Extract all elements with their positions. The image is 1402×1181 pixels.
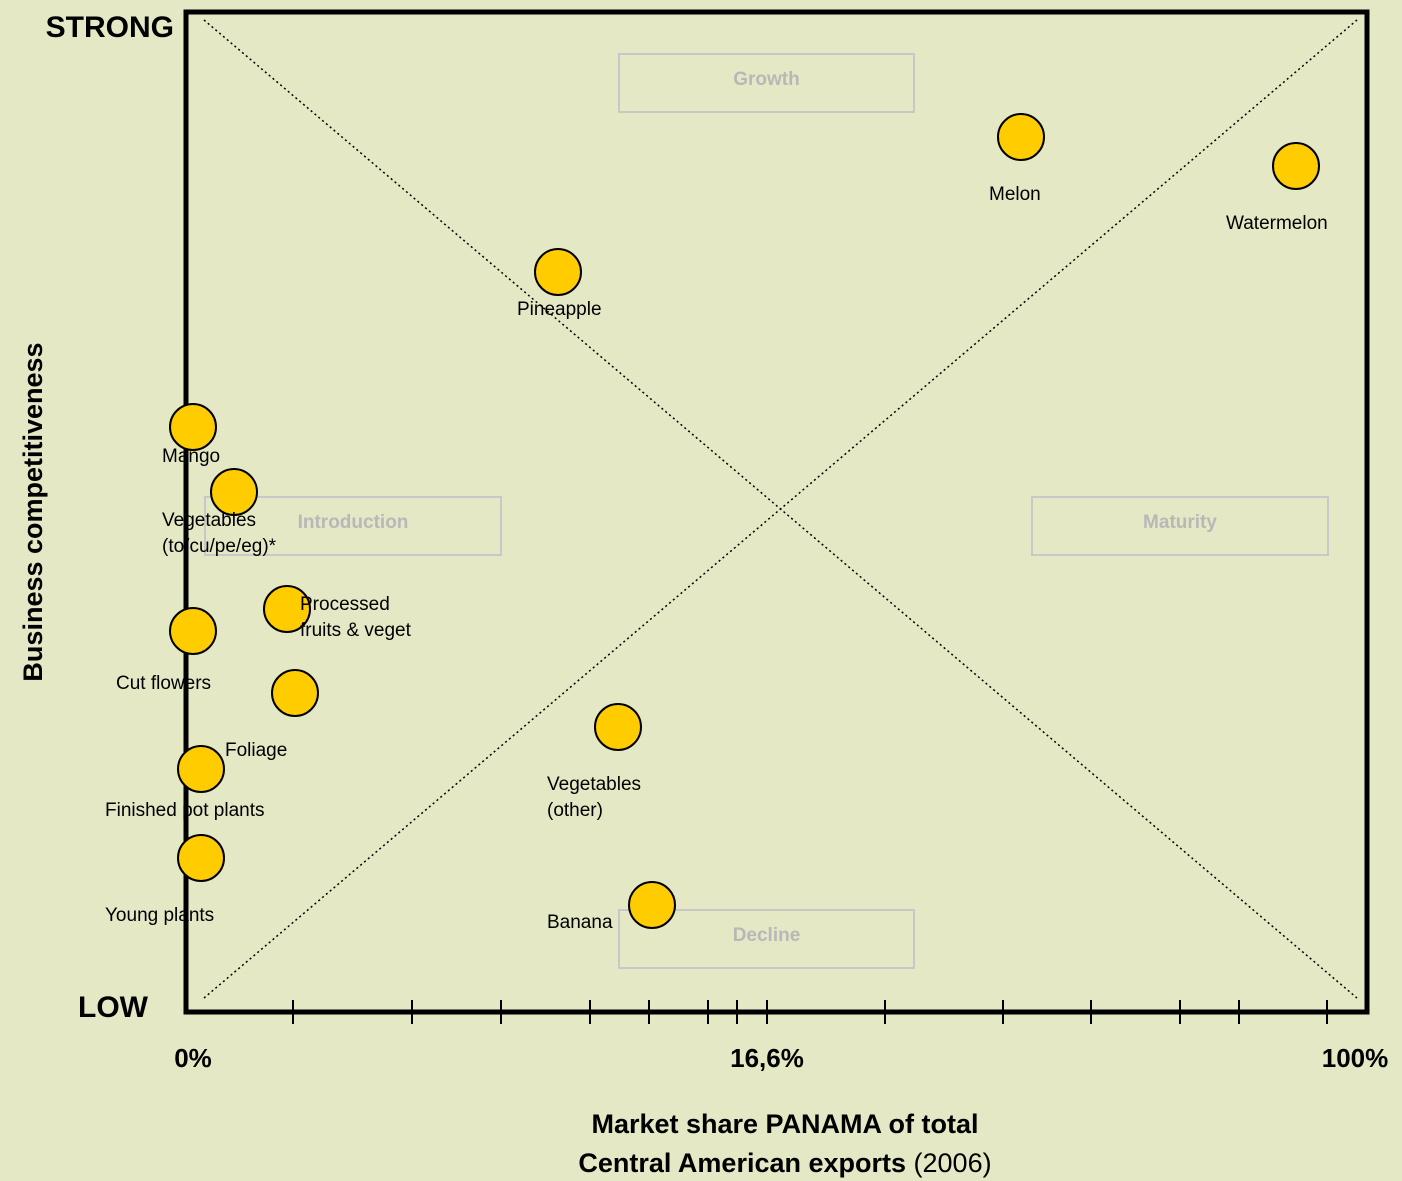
x-axis-title-line1: Market share PANAMA of total (591, 1109, 978, 1139)
point-label: Watermelon (1226, 213, 1328, 234)
point-label: Finished pot plants (105, 800, 265, 821)
y-axis-title: Business competitiveness (18, 342, 48, 681)
point-vegetables-other: Vegetables (other) (547, 704, 641, 821)
point-melon: Melon (989, 114, 1044, 205)
point-marker (535, 249, 581, 295)
point-label: Banana (547, 912, 613, 933)
point-label: fruits & veget (300, 620, 412, 641)
stage-introduction-label: Introduction (298, 512, 409, 533)
stage-growth: Growth (619, 54, 914, 112)
point-label: Vegetables (162, 510, 256, 531)
stage-decline-label: Decline (733, 925, 801, 946)
point-label: Mango (162, 446, 220, 467)
point-young-plants: Young plants (105, 835, 224, 926)
x-tick-label-0: 0% (174, 1043, 212, 1073)
y-axis-top-label: STRONG (46, 11, 174, 44)
x-axis-title-line2-year: (2006) (906, 1148, 992, 1178)
stage-growth-label: Growth (733, 69, 800, 90)
point-processed-fruits-veget: Processed fruits & veget (264, 586, 412, 641)
point-label: (to/cu/pe/eg)* (162, 536, 277, 557)
point-watermelon: Watermelon (1226, 143, 1328, 234)
point-banana: Banana (547, 882, 675, 933)
point-vegetables-to-cu-pe-eg: Vegetables (to/cu/pe/eg)* (162, 469, 277, 557)
point-label: Pineapple (517, 299, 602, 320)
stage-maturity: Maturity (1032, 497, 1328, 555)
point-marker (170, 608, 216, 654)
point-label: Foliage (225, 740, 287, 761)
y-axis-bottom-label: LOW (78, 991, 149, 1024)
stage-maturity-label: Maturity (1143, 512, 1217, 533)
x-tick-label-2: 100% (1322, 1043, 1389, 1073)
point-cut-flowers: Cut flowers (116, 608, 216, 694)
point-marker (178, 835, 224, 881)
x-tick-label-1: 16,6% (730, 1043, 804, 1073)
point-pineapple: Pineapple (517, 249, 602, 320)
point-label: (other) (547, 800, 603, 821)
point-marker (1273, 143, 1319, 189)
x-axis-title-line2-bold: Central American exports (578, 1148, 906, 1178)
point-marker (595, 704, 641, 750)
point-label: Vegetables (547, 774, 641, 795)
point-label: Processed (300, 594, 390, 615)
point-marker (178, 746, 224, 792)
point-marker (272, 670, 318, 716)
point-label: Cut flowers (116, 673, 211, 694)
point-label: Melon (989, 184, 1041, 205)
point-label: Young plants (105, 905, 214, 926)
point-foliage: Foliage (225, 670, 318, 761)
point-marker (170, 404, 216, 450)
point-marker (998, 114, 1044, 160)
point-marker (211, 469, 257, 515)
x-axis-title-line2: Central American exports (2006) (578, 1148, 991, 1178)
point-marker (629, 882, 675, 928)
point-mango: Mango (162, 404, 220, 467)
